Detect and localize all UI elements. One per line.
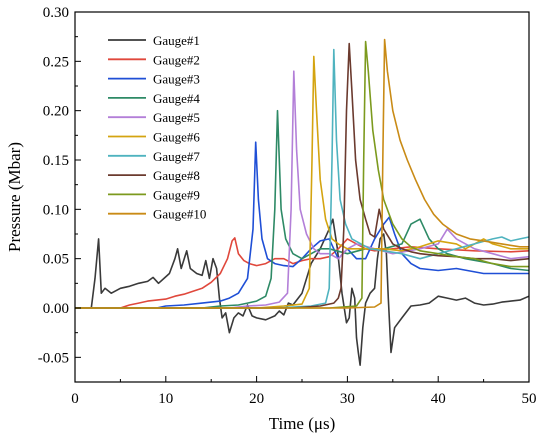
y-tick-label: 0.30 [43,5,69,21]
series-line-gauge-1 [75,218,530,366]
series-line-gauge-10 [75,38,529,309]
legend-label: Gauge#6 [153,130,200,145]
legend-label: Gauge#9 [153,187,200,202]
y-tick-label: 0.00 [43,301,69,317]
plot-frame [74,11,530,383]
x-tick-label: 30 [340,391,355,407]
y-tick-label: -0.05 [38,350,69,366]
y-axis-label: Pressure (Mbar) [5,142,24,252]
legend-label: Gauge#8 [153,168,200,183]
y-tick-label: 0.15 [43,153,69,169]
series-layer [75,38,530,366]
axes-layer: 0 10 20 30 40 50 -0.05 0.00 0.05 0.10 0.15 0.20 0.25… [38,5,537,407]
x-tick-label: 50 [522,391,537,407]
y-tick-label: 0.20 [43,104,69,120]
y-tick-label: 0.25 [43,54,69,70]
x-tick-label: 10 [158,391,173,407]
legend-label: Gauge#4 [153,91,200,106]
x-axis-label: Time (μs) [269,414,336,433]
series-line-gauge-3 [75,141,529,309]
y-tick-label: 0.10 [43,202,69,218]
x-tick-label: 40 [431,391,446,407]
series-line-gauge-7 [75,48,530,309]
series-line-gauge-9 [75,40,529,309]
legend-label: Gauge#10 [153,207,206,222]
legend-label: Gauge#5 [153,110,200,125]
x-tick-label: 20 [249,391,264,407]
series-line-gauge-2 [75,237,530,309]
legend-label: Gauge#7 [153,149,200,164]
series-line-gauge-5 [75,70,530,309]
series-line-gauge-4 [75,109,530,309]
legend-label: Gauge#2 [153,52,200,67]
series-line-gauge-6 [75,55,529,309]
legend-label: Gauge#3 [153,72,200,87]
y-tick-label: 0.05 [43,252,69,268]
legend: Gauge#1 Gauge#2 Gauge#3 Gauge#4 Gauge#5 Gauge… [108,33,206,222]
x-tick-label: 0 [71,391,79,407]
legend-label: Gauge#1 [153,33,200,48]
